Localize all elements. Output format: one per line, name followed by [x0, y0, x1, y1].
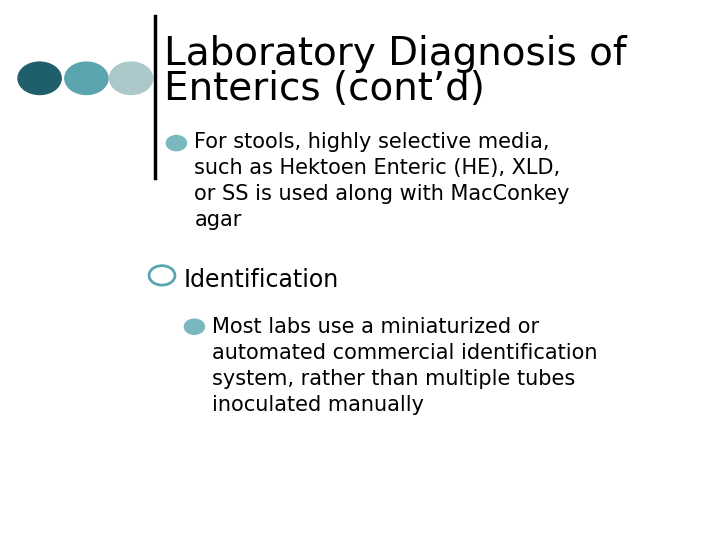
Text: inoculated manually: inoculated manually [212, 395, 424, 415]
Text: system, rather than multiple tubes: system, rather than multiple tubes [212, 369, 576, 389]
Circle shape [18, 62, 61, 94]
Circle shape [166, 136, 186, 151]
Text: automated commercial identification: automated commercial identification [212, 343, 598, 363]
Circle shape [65, 62, 108, 94]
Text: or SS is used along with MacConkey: or SS is used along with MacConkey [194, 184, 570, 204]
Text: Most labs use a miniaturized or: Most labs use a miniaturized or [212, 317, 539, 337]
Text: such as Hektoen Enteric (HE), XLD,: such as Hektoen Enteric (HE), XLD, [194, 158, 561, 178]
Text: Laboratory Diagnosis of: Laboratory Diagnosis of [164, 35, 627, 73]
Text: agar: agar [194, 210, 242, 230]
Circle shape [184, 319, 204, 334]
Text: Enterics (cont’d): Enterics (cont’d) [164, 70, 485, 108]
Circle shape [109, 62, 153, 94]
Text: For stools, highly selective media,: For stools, highly selective media, [194, 132, 550, 152]
Text: Identification: Identification [184, 268, 339, 292]
